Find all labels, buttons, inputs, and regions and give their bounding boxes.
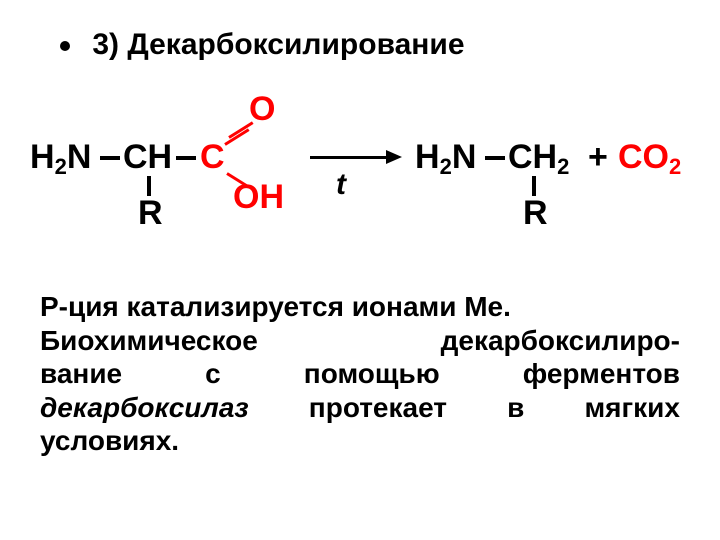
bond bbox=[147, 176, 151, 196]
body-line3b: с bbox=[205, 357, 221, 391]
product-co2-sub: 2 bbox=[669, 154, 681, 179]
bond bbox=[532, 176, 536, 196]
reaction-arrow-head-icon bbox=[386, 150, 402, 164]
body-line3d: ферментов bbox=[523, 357, 680, 391]
product-co: CO bbox=[618, 138, 669, 176]
reactant-r: R bbox=[138, 196, 163, 230]
body-line4d: мягких bbox=[584, 391, 680, 425]
title-text: Декарбоксилирование bbox=[127, 28, 464, 61]
product-n: N bbox=[452, 138, 477, 176]
product-ch2-sub: 2 bbox=[557, 154, 569, 179]
body-line4b: протекает bbox=[309, 391, 447, 425]
reactant-c-text: C bbox=[200, 138, 225, 176]
bond bbox=[176, 156, 196, 160]
body-text: Р-ция катализируется ионами Ме. Биохимич… bbox=[40, 290, 680, 458]
body-line2b: декарбоксилиро- bbox=[441, 324, 680, 358]
reactant-h2-sub: 2 bbox=[55, 154, 67, 179]
bond bbox=[100, 156, 120, 160]
product-h: H bbox=[415, 138, 440, 176]
plus-sign: + bbox=[588, 140, 608, 174]
product-h2n: H2N bbox=[415, 140, 476, 178]
body-line3c: помощью bbox=[304, 357, 440, 391]
chemical-equation: H2N CH R C O OH t H2N CH2 bbox=[40, 80, 680, 280]
reactant-n: N bbox=[67, 138, 92, 176]
product-ch: CH bbox=[508, 138, 557, 176]
product-co2: CO2 bbox=[618, 140, 681, 178]
body-line4c: в bbox=[507, 391, 524, 425]
arrow-condition-t: t bbox=[336, 170, 346, 200]
body-line2: Биохимическое декарбоксилиро- bbox=[40, 324, 680, 358]
reactant-oh: OH bbox=[233, 180, 284, 214]
bullet-icon bbox=[60, 41, 70, 51]
reactant-ch: CH bbox=[123, 140, 172, 174]
body-line5: условиях. bbox=[40, 424, 680, 458]
title: 3) Декарбоксилирование bbox=[60, 28, 680, 62]
reaction-arrow-line bbox=[310, 156, 388, 159]
reactant-c: C bbox=[200, 140, 225, 174]
body-line4a: декарбоксилаз bbox=[40, 391, 249, 425]
reactant-o-top: O bbox=[249, 92, 275, 126]
product-h2-sub: 2 bbox=[440, 154, 452, 179]
body-line1: Р-ция катализируется ионами Ме. bbox=[40, 290, 680, 324]
body-line3: вание с помощью ферментов bbox=[40, 357, 680, 391]
body-line4: декарбоксилаз протекает в мягких bbox=[40, 391, 680, 425]
body-line2a: Биохимическое bbox=[40, 324, 258, 358]
title-number: 3) bbox=[92, 28, 119, 61]
product-ch2: CH2 bbox=[508, 140, 569, 178]
reactant-h: H bbox=[30, 138, 55, 176]
body-line3a: вание bbox=[40, 357, 122, 391]
product-r: R bbox=[523, 196, 548, 230]
slide: 3) Декарбоксилирование H2N CH R C O OH t bbox=[0, 0, 720, 540]
reactant-h2n: H2N bbox=[30, 140, 91, 178]
bond bbox=[485, 156, 505, 160]
